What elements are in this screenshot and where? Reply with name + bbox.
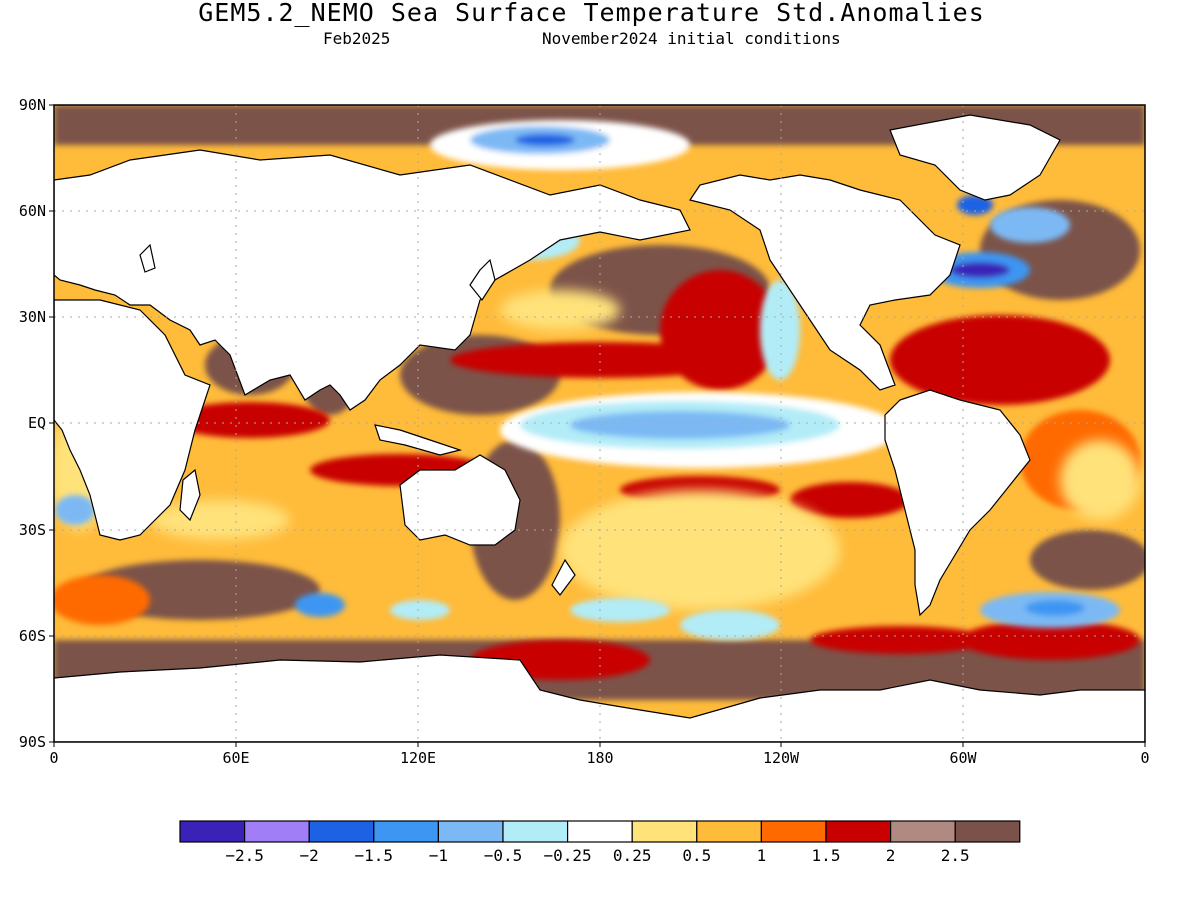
lon-label-0: 0 [49,749,59,767]
lon-label-60e: 60E [222,749,250,767]
colorbar-swatch [566,820,633,843]
colorbar-swatch [437,820,504,843]
lat-label-30n: 30N [18,308,46,326]
new-zealand-land [551,558,576,596]
colorbar-swatch [179,820,246,843]
greenland-land [889,114,1061,201]
colorbar-label: −1.5 [354,846,394,865]
colorbar-swatch [244,820,310,843]
lat-label-30s: 30S [18,521,46,539]
anomaly-field [54,105,1145,742]
lat-label-90s: 90S [18,733,46,751]
colorbar-swatch [954,820,1021,843]
graticule [54,105,1145,742]
colorbar-label: 0.5 [682,846,712,865]
colorbar-swatch [696,820,762,843]
colorbar-label: 2 [885,846,896,865]
colorbar-label: −2.5 [225,846,264,865]
colorbar-label: −2 [299,846,319,865]
lat-label-eq: EQ [27,414,46,432]
colorbar-label: 2.5 [940,846,970,865]
lat-label-60s: 60S [18,627,46,645]
forecast-month: Feb2025 [323,29,391,48]
colorbar [179,820,1021,843]
africa-land [54,299,211,541]
japan-land [469,258,496,302]
colorbar-swatch [825,820,892,843]
axis-ticks [49,104,1146,747]
colorbar-label: −0.25 [543,846,592,865]
colorbar-label: 0.25 [612,846,652,865]
initial-conditions: November2024 initial conditions [542,29,841,48]
uk-land [139,243,156,273]
colorbar-swatch [502,820,569,843]
lon-label-120e: 120E [399,749,437,767]
colorbar-label: −0.5 [483,846,523,865]
colorbar-label: 1 [756,846,767,865]
chart-title: GEM5.2_NEMO Sea Surface Temperature Std.… [198,0,985,27]
colorbar-swatch [631,820,698,843]
colorbar-swatch [308,820,375,843]
lon-label-120w: 120W [762,749,800,767]
colorbar-label: −1 [428,846,449,865]
indonesia-land [374,424,463,456]
land-masses [54,114,1145,742]
lon-label-180: 180 [586,749,614,767]
lat-label-60n: 60N [18,202,46,220]
antarctica-land [54,654,1145,742]
colorbar-swatch [760,820,827,843]
madagascar-land [179,468,201,522]
south-america-land [884,389,1031,617]
australia-land [399,454,521,546]
north-america-land [689,174,961,391]
hot-bands [54,270,1140,680]
eurasia-land [54,149,691,411]
colorbar-swatch [373,820,439,843]
lon-label-360: 0 [1140,749,1150,767]
lat-label-90n: 90N [18,96,46,114]
lon-label-60w: 60W [949,749,977,767]
colorbar-swatch [889,820,956,843]
colorbar-label: 1.5 [811,846,841,865]
